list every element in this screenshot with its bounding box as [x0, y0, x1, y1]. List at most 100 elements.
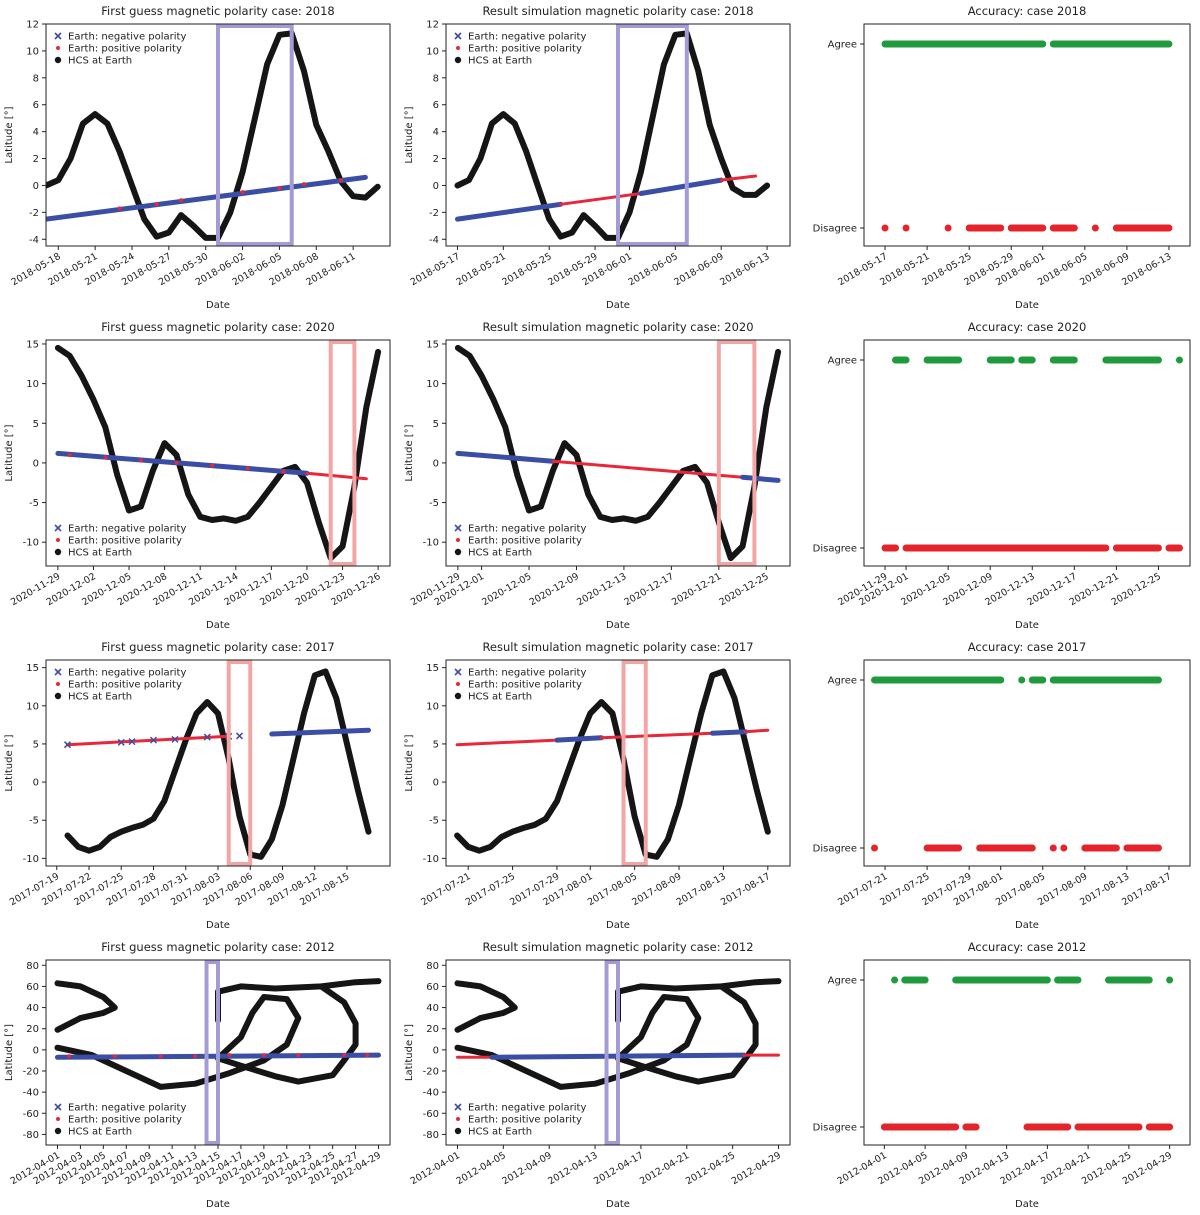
positive-polarity-line [551, 459, 745, 479]
plot-area [63, 668, 372, 860]
legend-marker-positive [456, 538, 460, 542]
x-tick-label: 2020-12-05 [480, 571, 533, 608]
y-tick-label: 80 [426, 961, 439, 972]
plot-area [454, 30, 771, 241]
positive-polarity-point [193, 1054, 198, 1059]
positive-polarity-point [210, 463, 215, 468]
chart-svg: Accuracy: case 2017AgreeDisagree2017-07-… [813, 640, 1191, 931]
x-tick-label: 2012-04-17 [592, 1150, 645, 1187]
negative-polarity-point [117, 738, 125, 746]
y-tick-label: -4 [429, 235, 439, 246]
legend-label: Earth: positive polarity [468, 1115, 582, 1126]
positive-polarity-point [174, 460, 179, 465]
negative-polarity-line [46, 174, 368, 222]
chart-panel: Accuracy: case 2017 Agree Disagree 2017-07-… [800, 636, 1200, 936]
x-tick-label: 2017-08-13 [675, 871, 728, 908]
legend-label: HCS at Earth [68, 56, 132, 67]
positive-polarity-point [261, 1053, 266, 1058]
y-tick-label: 40 [26, 1003, 39, 1014]
negative-polarity-line [455, 201, 564, 222]
y-tick-label: -20 [23, 1067, 39, 1078]
hcs-line [46, 30, 381, 241]
y-tick-label: 6 [433, 100, 439, 111]
positive-polarity-point [117, 206, 122, 211]
legend-marker-positive [56, 682, 60, 686]
positive-polarity-point [240, 190, 245, 195]
negative-polarity-point [63, 741, 72, 749]
y-tick-label: 5 [33, 419, 39, 430]
y-tick-label: -10 [23, 538, 39, 549]
x-tick-label: 2018-05-17 [409, 251, 462, 288]
chart-panel: First guess magnetic polarity case: 2012… [0, 936, 400, 1215]
highlight-box [604, 960, 621, 1145]
legend-marker-positive [456, 1117, 460, 1121]
y-tick-label: 60 [26, 982, 39, 993]
x-tick-label: 2012-04-21 [638, 1150, 691, 1187]
plot-area [454, 344, 782, 562]
y-tick-label: 0 [433, 778, 439, 789]
x-axis-label: Date [1015, 920, 1039, 931]
y-tick-label: 20 [26, 1024, 39, 1035]
y-tick-label: Disagree [813, 844, 857, 855]
chart-panel: Accuracy: case 2020 Agree Disagree 2020-11-… [800, 316, 1200, 636]
highlight-box [621, 660, 648, 866]
chart-svg: First guess magnetic polarity case: 2020… [4, 320, 391, 631]
y-tick-label: 10 [26, 379, 39, 390]
y-tick-label: 15 [26, 339, 39, 350]
chart-svg: First guess magnetic polarity case: 2017… [4, 640, 391, 931]
legend-label: Earth: positive polarity [68, 1115, 182, 1126]
y-axis-label: Latitude [°] [4, 424, 15, 481]
y-tick-label: 4 [33, 127, 39, 138]
chart-svg: Result simulation magnetic polarity case… [404, 4, 791, 311]
x-axis-label: Date [1015, 300, 1039, 311]
positive-polarity-line [599, 731, 714, 740]
legend-marker-negative [54, 32, 62, 40]
y-tick-label: Disagree [813, 1123, 857, 1134]
plot-area [880, 976, 1174, 1131]
highlight-box [204, 960, 221, 1145]
x-tick-label: 2020-12-09 [528, 571, 581, 608]
chart-title: Accuracy: case 2020 [968, 320, 1087, 334]
x-tick-label: 2020-12-13 [575, 571, 628, 608]
y-tick-label: -10 [423, 538, 439, 549]
chart-title: Accuracy: case 2012 [968, 940, 1087, 954]
x-tick-label: 2012-04-25 [684, 1150, 737, 1187]
y-tick-label: -10 [423, 854, 439, 865]
y-tick-label: -5 [429, 816, 439, 827]
positive-polarity-point [342, 1053, 347, 1058]
legend-marker-positive [456, 46, 460, 50]
plot-area [881, 40, 1173, 232]
hcs-line [454, 980, 518, 1033]
legend-label: Earth: negative polarity [68, 1103, 186, 1114]
plot-frame [863, 959, 1191, 1146]
y-tick-label: 0 [33, 778, 39, 789]
y-tick-label: 10 [426, 379, 439, 390]
y-tick-label: 5 [33, 739, 39, 750]
positive-polarity-line [719, 174, 758, 182]
y-tick-label: 15 [426, 663, 439, 674]
positive-polarity-point [154, 202, 159, 207]
x-tick-label: 2020-12-21 [670, 571, 723, 608]
chart-svg: Accuracy: case 2012AgreeDisagree2012-04-… [813, 940, 1191, 1210]
positive-polarity-point [66, 1054, 71, 1059]
chart-title: Accuracy: case 2017 [968, 640, 1087, 654]
y-tick-label: 15 [426, 339, 439, 350]
y-tick-label: -80 [23, 1130, 39, 1141]
negative-polarity-line [554, 735, 604, 743]
plot-frame [863, 23, 1191, 247]
hcs-line [54, 994, 348, 1090]
legend-marker-negative [54, 524, 62, 532]
x-tick-label: 2012-04-01 [409, 1150, 462, 1187]
y-tick-label: 5 [433, 739, 439, 750]
chart-panel: Accuracy: case 2018 Agree Disagree 2018-05-… [800, 0, 1200, 316]
plot-frame [45, 23, 391, 247]
legend-marker-positive [456, 682, 460, 686]
x-tick-label: 2012-04-05 [455, 1150, 508, 1187]
x-tick-label: 2018-05-21 [455, 251, 508, 288]
plot-area [54, 344, 382, 562]
chart-title: Result simulation magnetic polarity case… [482, 640, 753, 654]
